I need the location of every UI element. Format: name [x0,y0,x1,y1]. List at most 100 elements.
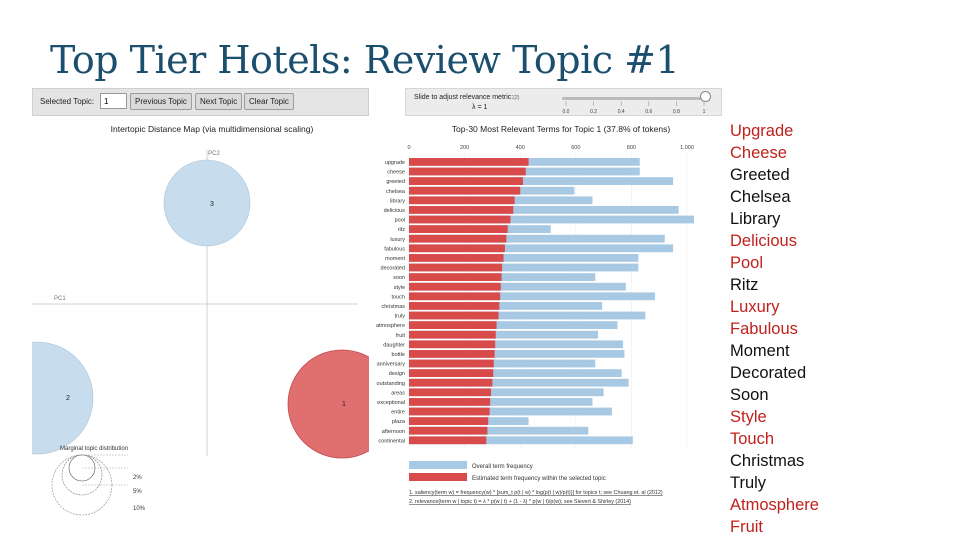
selected-topic-label: Selected Topic: [40,97,95,106]
term-label-bottle: bottle [392,352,405,358]
slider-tick-label: 0.8 [673,109,680,115]
bar-topic-atmosphere [409,321,497,329]
bar-topic-anniversary [409,359,494,368]
bar-overall-anniversary [409,359,596,368]
bar-overall-fruit [409,330,599,339]
selected-topic-input[interactable] [100,93,127,109]
x-tick-label: 200 [460,145,469,151]
term-label-decorated: decorated [381,266,405,272]
slider-tick-label: 0.6 [645,109,652,115]
legend-topic-label: Estimated term frequency within the sele… [472,476,606,482]
topic-circle-3-label: 3 [210,201,214,208]
term-label-areas: areas [391,390,405,396]
term-luxury: Luxury [730,298,780,316]
lambda-readout: λ = 1 [472,104,488,111]
bar-overall-entire [409,407,612,416]
bar-topic-library [409,196,515,205]
term-moment: Moment [730,342,790,360]
term-christmas: Christmas [730,452,805,470]
x-tick-label: 0 [407,145,410,151]
term-cheese: Cheese [730,144,787,162]
bar-topic-design [409,369,494,377]
bar-topic-delicious [409,206,514,214]
bar-topic-upgrade [409,158,529,166]
footnote-saliency[interactable]: 1. saliency(term w) = frequency(w) * [su… [409,490,663,496]
topic-circle-2[interactable] [32,341,94,455]
marginal-topic-distribution: Marginal topic distribution 2% 5% 10% [51,446,146,516]
term-library: Library [730,210,781,228]
bar-topic-outstanding [409,378,493,387]
bar-topic-style [409,282,501,291]
term-label-greeted: greeted [386,179,405,185]
bar-topic-cheese [409,167,526,176]
topic-circle-1-selected[interactable] [287,349,369,459]
term-label-entire: entire [391,410,405,416]
bar-topic-entire [409,407,490,416]
slider-tick-label: 0.4 [618,109,625,115]
bar-overall-areas [409,388,604,397]
term-label-afternoon: afternoon [382,429,405,435]
term-label-outstanding: outstanding [377,381,405,387]
intertopic-title: Intertopic Distance Map (via multidimens… [111,124,314,134]
term-label-fabulous: fabulous [384,246,405,252]
term-label-christmas: christmas [381,304,405,310]
bar-overall-moment [409,254,639,262]
term-fabulous: Fabulous [730,320,798,338]
bar-overall-outstanding [409,378,629,387]
bar-topic-fabulous [409,244,505,253]
bar-topic-chelsea [409,186,521,195]
bar-overall-decorated [409,263,639,272]
next-topic-button[interactable]: Next Topic [195,93,243,110]
term-label-design: design [389,371,405,377]
term-chelsea: Chelsea [730,188,791,206]
relevance-slider-handle[interactable] [700,91,711,102]
term-label-moment: moment [385,256,405,262]
footnote-relevance[interactable]: 2. relevance(term w | topic t) = λ * p(w… [409,499,631,505]
marginal-label-5pct: 5% [133,489,142,495]
topic-circle-2-label: 2 [66,395,70,402]
term-truly: Truly [730,474,767,492]
relevance-slider-track[interactable] [562,97,705,100]
marginal-label-10pct: 10% [133,506,146,512]
topic-circle-1-label: 1 [342,401,346,408]
bar-topic-daughter [409,340,496,349]
bar-overall-style [409,282,626,291]
term-decorated: Decorated [730,364,807,382]
bar-overall-christmas [409,302,603,310]
term-label-continental: continental [378,438,405,444]
topic-circle-3[interactable] [163,159,251,247]
term-label-chelsea: chelsea [386,189,406,195]
relevance-slider-panel: Slide to adjust relevance metric:(2) λ =… [405,88,722,116]
bar-overall-pool [409,215,694,224]
bar-chart-title: Top-30 Most Relevant Terms for Topic 1 (… [452,124,671,134]
clear-topic-button[interactable]: Clear Topic [244,93,294,110]
term-label-library: library [390,198,405,204]
previous-topic-button[interactable]: Previous Topic [130,93,192,110]
bar-overall-atmosphere [409,321,618,329]
bar-topic-plaza [409,417,489,425]
term-label-soon: soon [393,275,405,281]
bar-topic-exceptional [409,398,491,406]
bar-topic-ritz [409,225,508,233]
term-upgrade: Upgrade [730,122,794,140]
slider-tick-label: 0.2 [590,109,597,115]
bar-topic-areas [409,388,492,397]
legend-overall-label: Overall term frequency [472,464,533,470]
marginal-circle-5pct [61,454,103,496]
term-delicious: Delicious [730,232,797,250]
bar-overall-bottle [409,350,625,358]
bar-overall-soon [409,273,596,281]
bar-topic-soon [409,273,502,281]
bar-topic-continental [409,436,487,445]
x-tick-label: 600 [571,145,580,151]
term-label-pool: pool [395,218,405,224]
bar-topic-touch [409,292,501,301]
bar-overall-daughter [409,340,624,349]
term-fruit: Fruit [730,518,763,536]
bar-overall-delicious [409,206,679,214]
term-label-cheese: cheese [387,170,405,176]
slider-label: Slide to adjust relevance metric:(2) [414,94,520,101]
term-label-touch: touch [392,294,405,300]
intertopic-distance-map: Intertopic Distance Map (via multidimens… [32,124,369,516]
term-label-delicious: delicious [384,208,406,214]
